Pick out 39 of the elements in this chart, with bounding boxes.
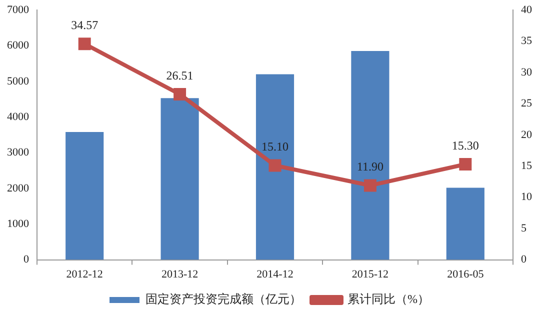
y2-tick-label: 30 bbox=[521, 66, 532, 78]
y-tick-label: 4000 bbox=[7, 110, 30, 123]
point bbox=[174, 88, 186, 100]
x-tick-label: 2015-12 bbox=[352, 268, 389, 280]
data-label: 15.30 bbox=[452, 138, 479, 152]
y-tick-label: 2000 bbox=[7, 182, 30, 194]
legend-label: 累计同比（%） bbox=[348, 292, 430, 306]
y2-tick-label: 40 bbox=[521, 4, 532, 16]
point bbox=[268, 159, 282, 172]
bar bbox=[66, 132, 104, 260]
bar bbox=[256, 74, 294, 260]
point bbox=[459, 158, 472, 170]
bar bbox=[351, 51, 390, 260]
y-tick-label: 7000 bbox=[7, 4, 30, 16]
bar bbox=[446, 188, 484, 260]
point bbox=[78, 38, 91, 50]
y2-tick-label: 5 bbox=[521, 222, 527, 234]
y2-tick-label: 10 bbox=[521, 191, 532, 204]
data-label: 11.90 bbox=[356, 160, 384, 174]
y-tick-label: 3000 bbox=[7, 146, 30, 159]
data-label: 34.57 bbox=[71, 18, 98, 32]
data-label: 15.10 bbox=[262, 140, 288, 154]
y-tick-label: 1000 bbox=[7, 218, 30, 230]
y2-tick-label: 15 bbox=[521, 160, 532, 172]
legend-label: 固定资产投资完成额（亿元） bbox=[146, 292, 302, 306]
y-tick-label: 6000 bbox=[7, 40, 30, 52]
x-tick-label: 2012-12 bbox=[66, 268, 103, 280]
point bbox=[364, 179, 376, 192]
x-tick-label: 2014-12 bbox=[256, 268, 294, 280]
x-tick-label: 2016-05 bbox=[447, 268, 484, 280]
y2-tick-label: 0 bbox=[521, 254, 527, 266]
y2-tick-label: 35 bbox=[521, 35, 532, 48]
y2-tick-label: 20 bbox=[521, 128, 532, 141]
bar bbox=[160, 98, 199, 260]
y-tick-label: 0 bbox=[24, 254, 30, 266]
data-label: 26.51 bbox=[166, 68, 194, 82]
y2-tick-label: 25 bbox=[521, 98, 532, 110]
x-tick-label: 2013-12 bbox=[161, 268, 198, 280]
y-tick-label: 5000 bbox=[7, 75, 30, 88]
